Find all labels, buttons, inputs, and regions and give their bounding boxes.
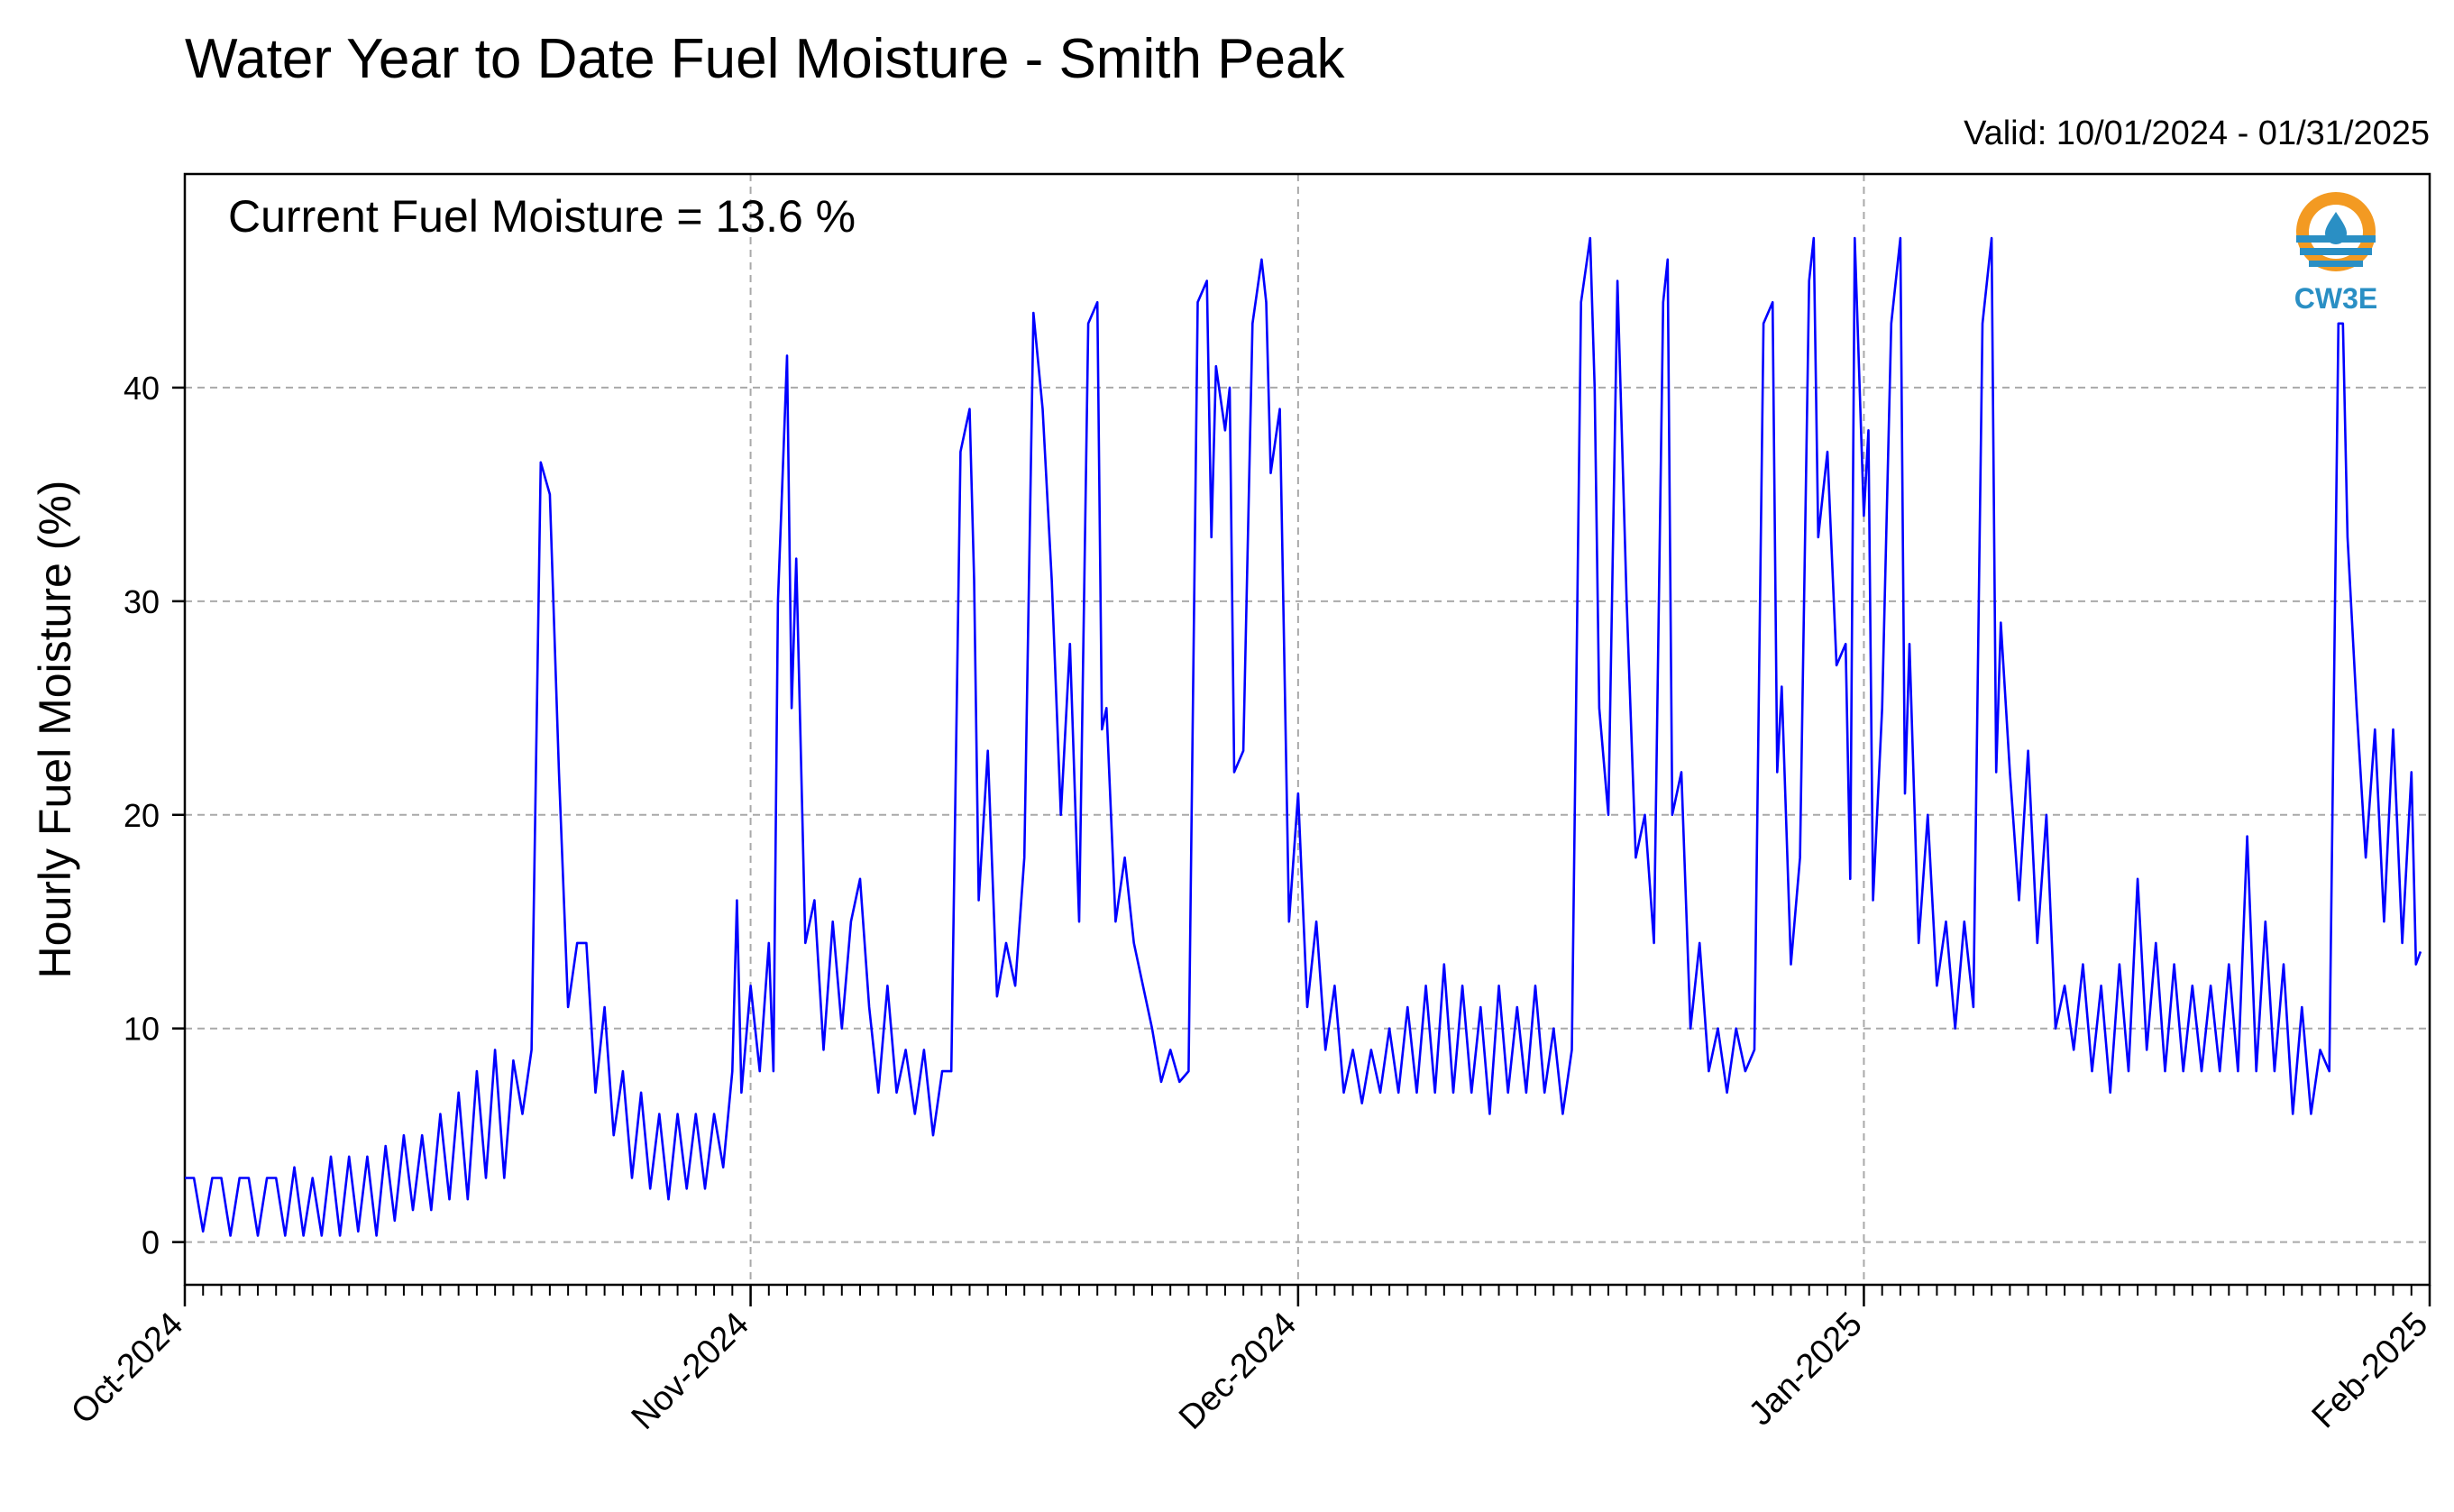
logo-wave-3 bbox=[2309, 261, 2363, 267]
current-fuel-moisture: Current Fuel Moisture = 13.6 % bbox=[228, 191, 856, 242]
logo-text: CW3E bbox=[2294, 282, 2377, 315]
y-tick-label: 20 bbox=[124, 797, 160, 834]
y-axis-ticks: 0 10 20 30 40 bbox=[124, 370, 185, 1261]
cw3e-logo: CW3E bbox=[2294, 192, 2377, 315]
y-tick-label: 0 bbox=[142, 1224, 160, 1261]
fuel-moisture-line bbox=[185, 236, 2422, 1237]
x-tick-label: Nov-2024 bbox=[625, 1306, 756, 1437]
x-axis-ticks: Oct-2024 Nov-2024 Dec-2024 Jan-2025 Feb-2025 bbox=[64, 1285, 2435, 1437]
water-drop-icon bbox=[2325, 212, 2347, 244]
x-tick-label: Jan-2025 bbox=[1742, 1306, 1870, 1434]
x-tick-label: Dec-2024 bbox=[1172, 1306, 1304, 1437]
y-tick-label: 10 bbox=[124, 1011, 160, 1048]
chart-title: Water Year to Date Fuel Moisture - Smith… bbox=[185, 28, 1345, 90]
x-tick-label: Oct-2024 bbox=[64, 1306, 190, 1432]
y-tick-label: 40 bbox=[124, 370, 160, 407]
x-tick-label: Feb-2025 bbox=[2305, 1306, 2436, 1436]
series-group bbox=[185, 236, 2422, 1237]
y-axis-label: Hourly Fuel Moisture (%) bbox=[30, 481, 80, 979]
grid-lines bbox=[185, 174, 2430, 1285]
plot-frame bbox=[183, 172, 2431, 1287]
logo-wave-2 bbox=[2300, 248, 2372, 255]
y-tick-label: 30 bbox=[124, 583, 160, 620]
valid-date-range: Valid: 10/01/2024 - 01/31/2025 bbox=[1964, 115, 2430, 152]
